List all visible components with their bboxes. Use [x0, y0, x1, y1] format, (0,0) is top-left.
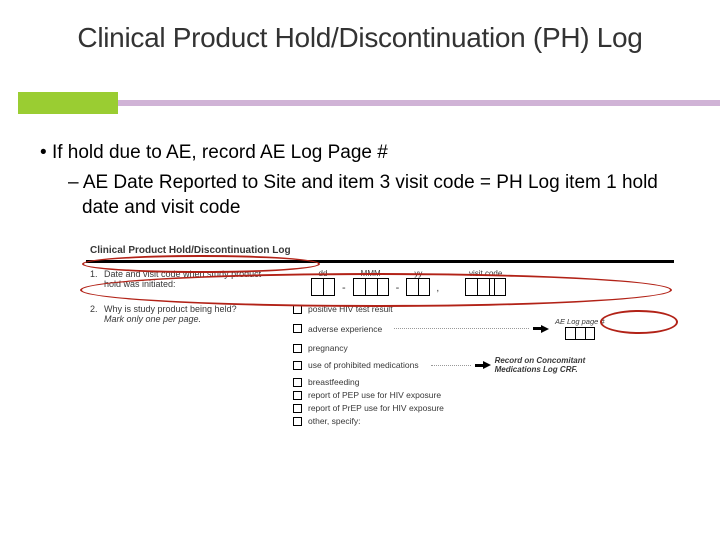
opt-bf: breastfeeding	[293, 377, 605, 387]
opt-pep: report of PEP use for HIV exposure	[293, 390, 605, 400]
bullet-level1: If hold due to AE, record AE Log Page # …	[40, 140, 680, 221]
opt-prep: report of PrEP use for HIV exposure	[293, 403, 605, 413]
accent-green-block	[18, 92, 118, 114]
opt-other: other, specify:	[293, 416, 605, 426]
bullet1-text: If hold due to AE, record AE Log Page #	[52, 142, 388, 163]
opt-meds: use of prohibited medications Record on …	[293, 356, 605, 374]
opt-label-7: other, specify:	[308, 416, 360, 426]
bullet-level2: AE Date Reported to Site and item 3 visi…	[68, 170, 680, 221]
opt-label-3: use of prohibited medications	[308, 360, 419, 370]
checkbox-icon	[293, 361, 302, 370]
arrow-ae	[541, 325, 549, 333]
q2-text-a: Why is study product being held?	[104, 304, 237, 314]
q2-number: 2.	[90, 304, 104, 314]
checkbox-icon	[293, 404, 302, 413]
checkbox-icon	[293, 344, 302, 353]
ae-log-field: AE Log page #	[555, 317, 605, 340]
slide-title: Clinical Product Hold/Discontinuation (P…	[0, 0, 720, 54]
annotation-oval-q1	[80, 273, 672, 307]
bullet1a-text: AE Date Reported to Site and item 3 visi…	[82, 172, 658, 219]
opt-preg: pregnancy	[293, 343, 605, 353]
opt-label-4: breastfeeding	[308, 377, 360, 387]
annotation-oval-title	[82, 255, 320, 273]
arrow-concomitant: Record on Concomitant Medications Log CR…	[483, 356, 605, 374]
opt-label-1: adverse experience	[308, 324, 382, 334]
q1-number: 1.	[90, 269, 104, 279]
annotation-oval-aelog	[600, 310, 678, 334]
checkbox-icon	[293, 391, 302, 400]
accent-bar	[0, 92, 720, 114]
checkbox-icon	[293, 417, 302, 426]
q2-options: positive HIV test result adverse experie…	[293, 304, 605, 429]
q2-text: Why is study product being held? Mark on…	[104, 304, 279, 324]
concomitant-note: Record on Concomitant Medications Log CR…	[495, 356, 605, 374]
opt-label-5: report of PEP use for HIV exposure	[308, 390, 441, 400]
question-2-row: 2. Why is study product being held? Mark…	[90, 304, 650, 429]
title-text: Clinical Product Hold/Discontinuation (P…	[77, 22, 642, 53]
accent-purple-line	[118, 100, 720, 106]
ae-log-label: AE Log page #	[555, 317, 605, 326]
opt-label-2: pregnancy	[308, 343, 348, 353]
opt-ae: adverse experience AE Log page #	[293, 317, 605, 340]
q2-text-b: Mark only one per page.	[104, 314, 201, 324]
checkbox-icon	[293, 324, 302, 333]
bullet-content: If hold due to AE, record AE Log Page # …	[40, 140, 680, 221]
opt-label-6: report of PrEP use for HIV exposure	[308, 403, 444, 413]
checkbox-icon	[293, 378, 302, 387]
